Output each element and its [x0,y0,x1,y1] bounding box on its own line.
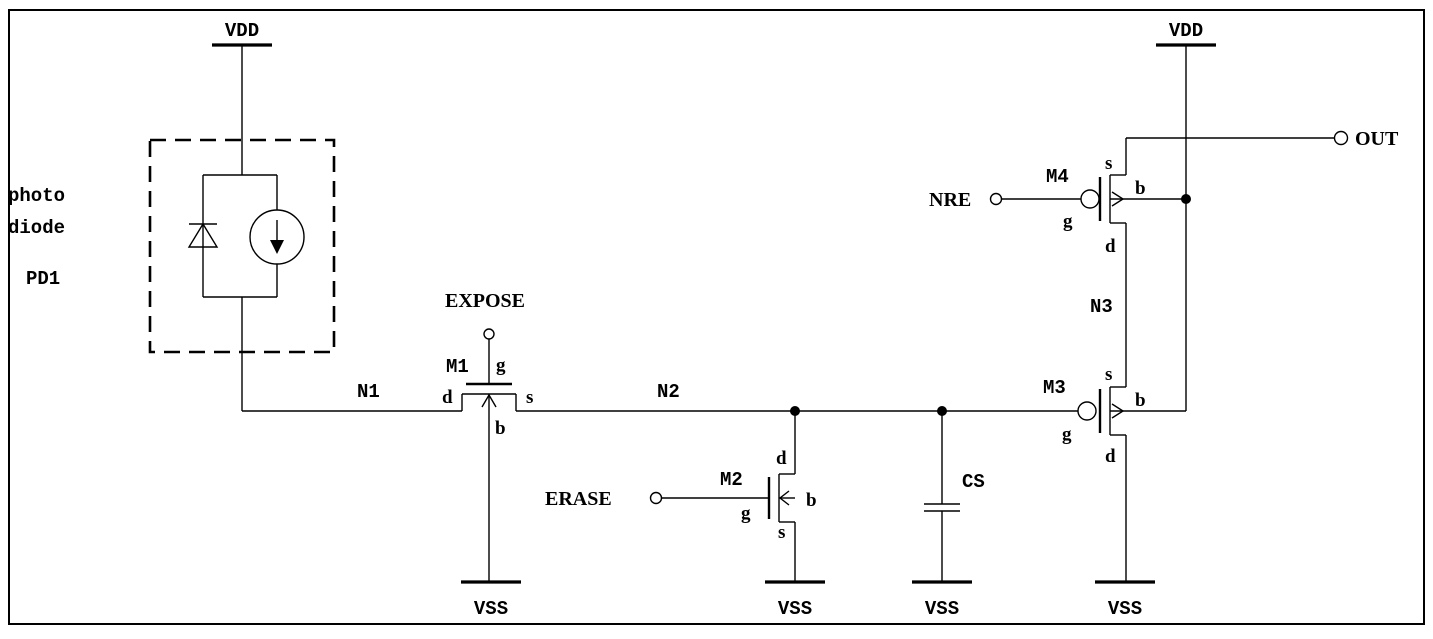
photodiode-ref: PD1 [26,268,60,290]
erase-terminal-icon[interactable] [649,491,663,505]
m3-source-label: s [1105,364,1112,385]
m2-drain-label: d [776,448,787,469]
expose-label: EXPOSE [445,290,525,312]
m1-source-label: s [526,387,533,408]
m2-source-label: s [778,522,785,543]
vss-4-label: VSS [1108,598,1142,620]
vdd-right-supply: VDD [1156,20,1216,47]
figure-border [8,9,1425,625]
current-source-icon [249,209,305,265]
vdd-right-label: VDD [1169,20,1203,42]
vss-1-supply: VSS [461,580,521,620]
capacitor-cs [924,411,960,582]
net-n1-label: N1 [357,381,380,403]
transistor-m3 [1077,336,1186,582]
net-n2-label: N2 [657,381,680,403]
transistor-m1 [461,328,517,582]
m1-drain-label: d [442,387,453,408]
m1-gate-label: g [496,355,506,376]
vss-2-supply: VSS [765,580,825,620]
vss-4-supply: VSS [1095,580,1155,620]
diode-icon [187,222,219,248]
erase-label: ERASE [545,488,612,510]
net-n3-label: N3 [1090,296,1113,318]
photodiode-label-line2: diode [8,217,65,239]
nre-label: NRE [929,189,971,211]
m2-body-label: b [806,490,817,511]
m4-body-label: b [1135,178,1146,199]
vss-3-supply: VSS [912,580,972,620]
out-label: OUT [1355,128,1399,150]
nre-terminal-icon[interactable] [989,192,1003,206]
vdd-left-label: VDD [225,20,259,42]
vss-3-label: VSS [925,598,959,620]
m3-gate-label: g [1062,424,1072,445]
photodiode-label-line1: photo [8,185,65,207]
vss-2-label: VSS [778,598,812,620]
m2-gate-label: g [741,503,751,524]
transistor-m4 [989,138,1186,336]
m4-gate-bubble-icon [1080,189,1100,209]
m4-drain-label: d [1105,236,1116,257]
expose-terminal-icon[interactable] [483,328,495,340]
vdd-left-supply: VDD [212,20,272,47]
transistor-m2 [649,411,796,582]
m3-ref: M3 [1043,377,1066,399]
m3-body-label: b [1135,390,1146,411]
capacitor-ref: CS [962,471,985,493]
m4-ref: M4 [1046,166,1069,188]
m3-gate-bubble-icon [1077,401,1097,421]
m4-gate-label: g [1063,211,1073,232]
out-terminal-icon[interactable] [1333,130,1349,146]
m1-body-label: b [495,418,506,439]
photodiode-pd1 [148,138,336,354]
m4-source-label: s [1105,153,1112,174]
m2-ref: M2 [720,469,743,491]
m1-ref: M1 [446,356,469,378]
m3-drain-label: d [1105,446,1116,467]
vss-1-label: VSS [474,598,508,620]
